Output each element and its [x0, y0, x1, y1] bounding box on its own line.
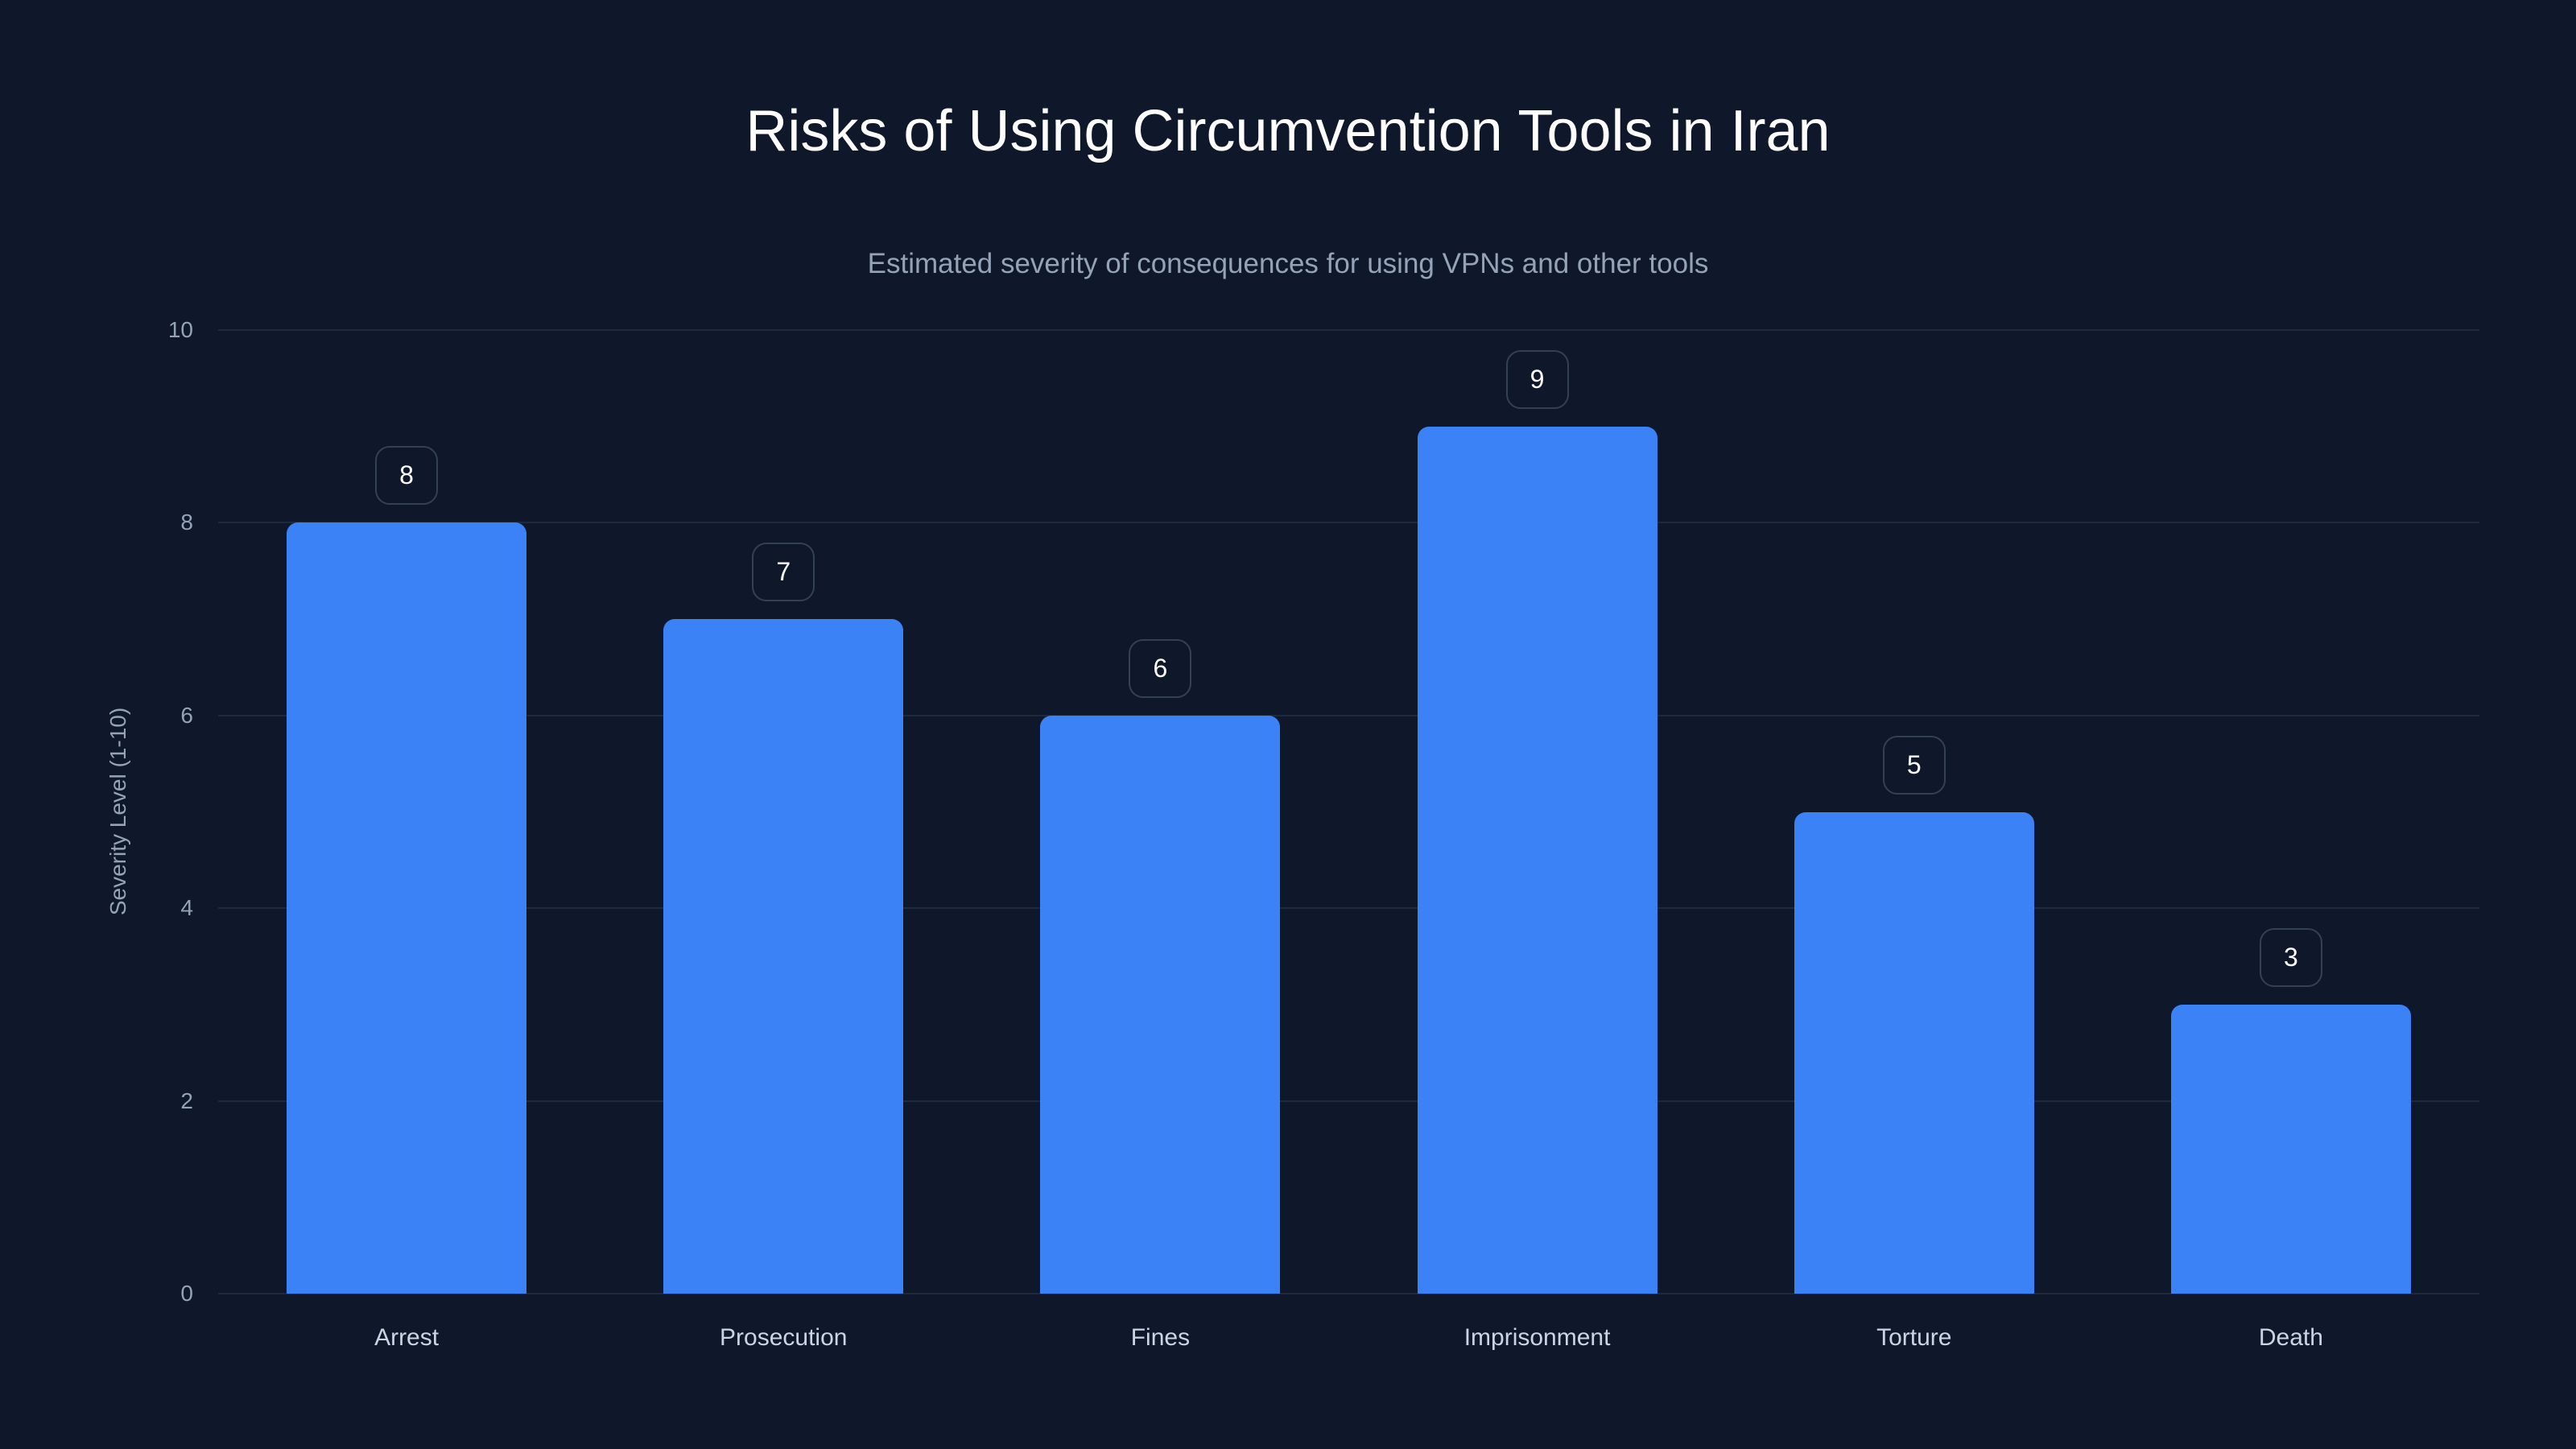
chart-subtitle: Estimated severity of consequences for u…	[867, 248, 1709, 279]
chart-title: Risks of Using Circumvention Tools in Ir…	[745, 99, 1831, 163]
x-tick-label: Death	[2258, 1324, 2323, 1351]
y-tick-label: 6	[180, 702, 193, 728]
x-tick-label: Imprisonment	[1463, 1324, 1611, 1351]
x-tick-label: Arrest	[374, 1324, 440, 1351]
data-label: 3	[2259, 927, 2322, 987]
gridline	[218, 1100, 2479, 1102]
bar-death[interactable]	[2170, 1004, 2411, 1294]
gridline	[218, 522, 2479, 524]
y-axis-title: Severity Level (1-10)	[105, 707, 130, 916]
x-tick-label: Torture	[1876, 1324, 1952, 1351]
data-label: 7	[752, 543, 815, 602]
bar-prosecution[interactable]	[663, 619, 904, 1294]
x-tick-label: Fines	[1130, 1324, 1191, 1351]
bar-arrest[interactable]	[287, 522, 527, 1294]
data-label: 6	[1129, 638, 1192, 698]
data-label: 8	[375, 446, 439, 506]
y-tick-label: 8	[180, 510, 193, 535]
y-tick-label: 4	[180, 895, 193, 921]
data-label: 5	[1882, 735, 1946, 795]
y-tick-label: 10	[167, 317, 193, 342]
gridline	[218, 714, 2479, 716]
bar-torture[interactable]	[1794, 811, 2034, 1294]
x-tick-label: Prosecution	[720, 1324, 848, 1351]
gridline	[218, 1293, 2479, 1294]
bar-imprisonment[interactable]	[1417, 426, 1657, 1294]
bar-fines[interactable]	[1040, 715, 1281, 1294]
gridline	[218, 907, 2479, 910]
gridline	[218, 329, 2479, 331]
y-tick-label: 2	[180, 1088, 193, 1113]
y-tick-label: 0	[180, 1281, 193, 1306]
data-label: 9	[1505, 349, 1569, 409]
plot-area: 8 7 6 9 5 3	[218, 329, 2479, 1294]
